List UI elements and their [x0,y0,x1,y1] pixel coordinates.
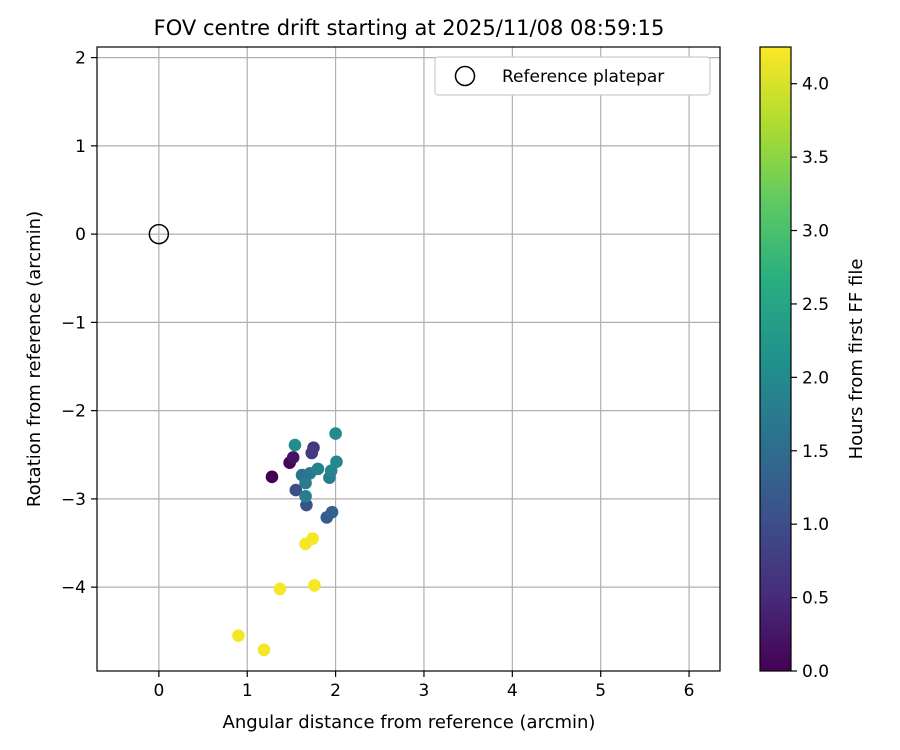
legend-box [434,56,711,96]
y-tick-label: −3 [61,490,86,510]
data-point [325,505,339,519]
y-tick-label: −1 [61,313,86,333]
legend: Reference platepar [434,56,711,96]
reference-marker [148,223,170,245]
colorbar-tick-label: 1.5 [802,442,829,462]
colorbar-tick-label: 3.0 [802,222,829,242]
colorbar-tick-label: 2.0 [802,368,829,388]
y-tick-label: −4 [61,578,86,598]
x-tick-label: 6 [684,681,695,701]
colorbar-tick-label: 3.5 [802,148,829,168]
colorbar-label: Hours from first FF file [846,259,867,460]
x-tick-label: 5 [595,681,606,701]
y-axis-ticks: −4 −3 −2 −1 0 1 2 [61,49,97,598]
y-tick-label: 2 [75,49,86,69]
data-point [232,629,245,642]
data-point [257,643,271,657]
data-point [330,455,343,469]
y-tick-label: 0 [75,225,86,245]
colorbar: 0.0 0.5 1.0 1.5 2.0 2.5 3.0 3.5 4.0 Hours from f… [759,46,867,682]
chart-title: FOV centre drift starting at 2025/11/08 … [154,16,665,40]
colorbar-tick-label: 0.0 [802,662,829,682]
data-point [329,427,342,440]
x-tick-label: 0 [153,681,164,701]
data-point [311,462,325,476]
colorbar-tick-label: 0.5 [802,589,829,609]
legend-label: Reference platepar [502,67,664,87]
legend-marker-icon [454,65,476,87]
grid [97,47,720,671]
data-point [299,476,312,490]
reference-platepar-marker [148,223,170,245]
x-tick-label: 4 [507,681,518,701]
data-point [305,446,319,460]
data-point [289,483,303,497]
x-tick-label: 3 [419,681,430,701]
colorbar-frame [759,46,792,672]
data-points [232,427,343,657]
y-axis-label: Rotation from reference (arcmin) [24,211,45,507]
data-point [299,489,312,503]
colorbar-tick-label: 2.5 [802,295,829,315]
x-axis-label: Angular distance from reference (arcmin) [223,712,596,733]
data-point [265,470,279,484]
colorbar-tick-label: 4.0 [802,75,829,95]
colorbar-gradient [760,47,791,671]
y-tick-label: 1 [75,137,86,157]
x-axis-ticks: 0 1 2 3 4 5 6 [153,671,694,701]
x-tick-label: 1 [242,681,253,701]
data-point [286,451,300,464]
data-point [306,532,319,545]
data-point [273,582,287,596]
colorbar-tick-label: 1.0 [802,515,829,535]
colorbar-ticks: 0.0 0.5 1.0 1.5 2.0 2.5 3.0 3.5 4.0 [791,75,829,682]
y-tick-label: −2 [61,402,86,422]
data-point [288,438,302,452]
plot-frame [96,46,721,672]
x-tick-label: 2 [330,681,341,701]
data-point [308,579,321,592]
